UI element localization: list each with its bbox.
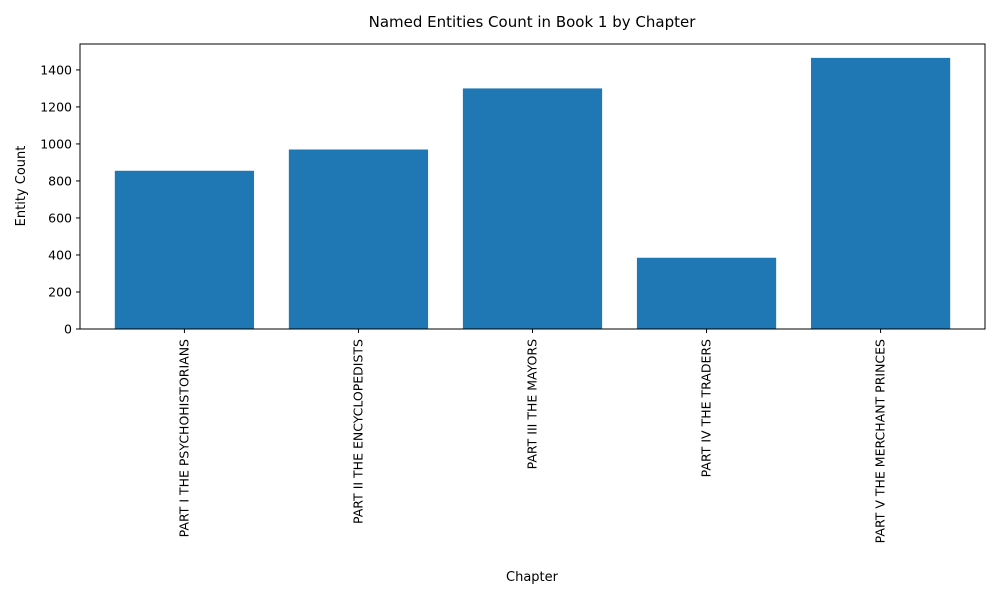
x-axis-label: Chapter — [506, 570, 559, 585]
bar-5 — [810, 57, 951, 329]
bar-2 — [288, 149, 429, 329]
x-tick-label: PART I THE PSYCHOHISTORIANS — [176, 339, 191, 537]
y-axis-label: Entity Count — [14, 146, 29, 227]
bar-4 — [636, 257, 777, 329]
x-tick-label: PART II THE ENCYCLOPEDISTS — [350, 339, 365, 524]
y-tick-label: 400 — [48, 247, 72, 262]
y-tick-label: 1400 — [40, 62, 72, 77]
bars — [114, 57, 951, 329]
x-tick-label: PART V THE MERCHANT PRINCES — [873, 339, 888, 543]
plot-frame — [79, 43, 986, 330]
y-tick-label: 0 — [64, 322, 72, 337]
y-tick-label: 600 — [48, 210, 72, 225]
bar-1 — [114, 170, 255, 329]
bar-3 — [462, 88, 603, 329]
y-axis-ticks: 0 200 400 600 800 1000 1200 1400 — [40, 62, 80, 337]
chart-title: Named Entities Count in Book 1 by Chapte… — [369, 13, 697, 31]
x-axis-ticks: PART I THE PSYCHOHISTORIANS PART II THE E… — [176, 329, 888, 543]
y-tick-label: 200 — [48, 284, 72, 299]
y-tick-label: 1000 — [40, 136, 72, 151]
x-tick-label: PART IV THE TRADERS — [699, 339, 714, 477]
x-tick-label: PART III THE MAYORS — [525, 339, 540, 469]
y-tick-label: 1200 — [40, 99, 72, 114]
y-tick-label: 800 — [48, 173, 72, 188]
